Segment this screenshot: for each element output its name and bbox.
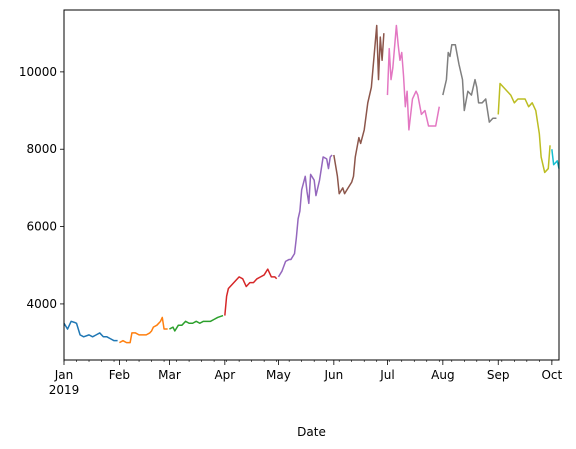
x-tick-label: Sep bbox=[487, 368, 510, 382]
y-tick-label: 8000 bbox=[26, 142, 57, 156]
series-line-7 bbox=[387, 25, 439, 129]
y-tick-label: 4000 bbox=[26, 297, 57, 311]
series-line-1 bbox=[64, 321, 118, 340]
series-line-4 bbox=[225, 269, 277, 315]
x-tick-label: Jun bbox=[323, 368, 343, 382]
series-line-3 bbox=[169, 316, 223, 331]
x-axis-title: Date bbox=[297, 425, 326, 439]
x-tick-label: Feb bbox=[109, 368, 130, 382]
plot-frame bbox=[64, 10, 559, 360]
x-tick-label: May bbox=[266, 368, 291, 382]
x-tick-sublabel: 2019 bbox=[49, 383, 80, 397]
x-tick-label: Jan bbox=[54, 368, 74, 382]
x-tick-label: Apr bbox=[214, 368, 235, 382]
x-tick-label: Jul bbox=[379, 368, 394, 382]
x-tick-label: Oct bbox=[541, 368, 562, 382]
series-line-5 bbox=[278, 155, 332, 277]
series-layer bbox=[64, 25, 559, 342]
x-tick-label: Aug bbox=[431, 368, 454, 382]
series-line-6 bbox=[334, 25, 384, 193]
x-tick-label: Mar bbox=[158, 368, 181, 382]
series-line-8 bbox=[443, 45, 497, 122]
y-axis-ticks: 4000 6000 8000 10000 bbox=[19, 65, 64, 311]
y-tick-label: 6000 bbox=[26, 220, 57, 234]
series-line-2 bbox=[119, 317, 167, 342]
series-line-9 bbox=[498, 83, 550, 172]
series-line-10 bbox=[552, 149, 559, 168]
y-tick-label: 10000 bbox=[19, 65, 57, 79]
